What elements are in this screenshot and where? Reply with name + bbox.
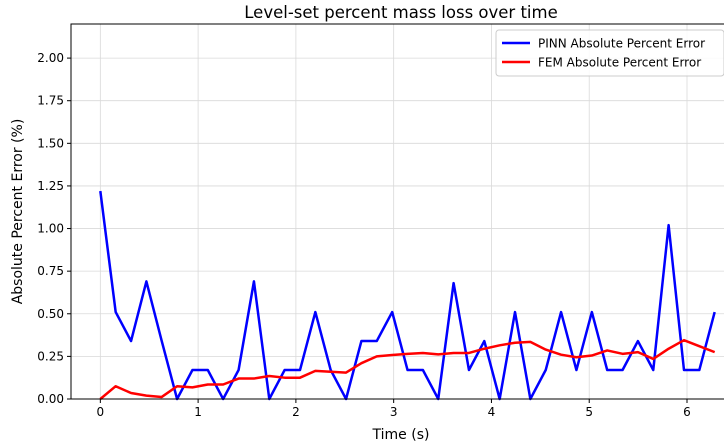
x-tick-label: 2 (292, 405, 300, 419)
y-tick-label: 0.75 (37, 264, 64, 278)
y-tick-label: 0.25 (37, 349, 64, 363)
x-tick-label: 6 (683, 405, 691, 419)
x-tick-label: 1 (194, 405, 202, 419)
y-axis-ticks: 0.00 0.25 0.50 0.75 1.00 1.25 1.50 1.75 2.00 (37, 51, 71, 406)
y-tick-label: 0.00 (37, 392, 64, 406)
x-tick-label: 0 (97, 405, 105, 419)
legend-label-pinn: PINN Absolute Percent Error (538, 37, 705, 51)
y-tick-label: 2.00 (37, 51, 64, 65)
series-line-pinn (99, 190, 716, 401)
x-axis-ticks: 0 1 2 3 4 5 6 (97, 399, 691, 419)
y-tick-label: 1.50 (37, 136, 64, 150)
chart-title: Level-set percent mass loss over time (244, 3, 557, 22)
y-tick-label: 0.50 (37, 307, 64, 321)
plot-frame (70, 23, 724, 400)
series-layer (99, 190, 716, 401)
legend: PINN Absolute Percent Error FEM Absolute… (495, 29, 724, 77)
series-line-fem (99, 338, 716, 400)
x-axis-label: Time (s) (372, 427, 430, 443)
grid-lines (71, 24, 724, 400)
legend-box (495, 29, 724, 77)
y-axis-label: Absolute Percent Error (%) (10, 119, 26, 305)
x-tick-label: 4 (488, 405, 496, 419)
x-tick-label: 5 (585, 405, 593, 419)
x-tick-label: 3 (390, 405, 398, 419)
y-tick-label: 1.75 (37, 94, 64, 108)
y-tick-label: 1.25 (37, 179, 64, 193)
y-tick-label: 1.00 (37, 222, 64, 236)
legend-label-fem: FEM Absolute Percent Error (538, 56, 701, 70)
